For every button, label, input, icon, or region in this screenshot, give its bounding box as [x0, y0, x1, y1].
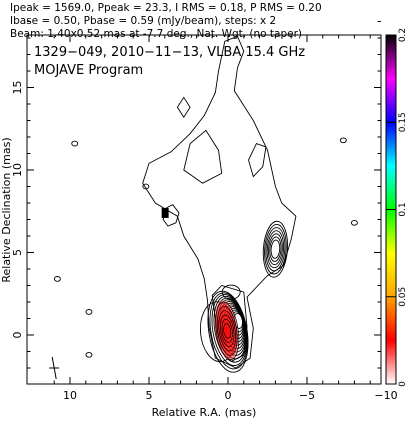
x-tick-label: 0 — [225, 389, 232, 402]
colorbar-tick-label: 0 — [398, 381, 408, 387]
knot-contour — [262, 220, 288, 278]
core-inner-contour — [223, 323, 232, 339]
core-inner-contour — [221, 318, 233, 343]
colorbar-tick-label: 0.1 — [398, 202, 408, 216]
knot-contour — [266, 230, 285, 269]
polarization-fill — [214, 300, 240, 360]
y-axis-label: Relative Declination (mas) — [0, 137, 13, 282]
jet-upper-knot — [176, 96, 191, 119]
header-line-2: Ibase = 0.50, Pbase = 0.59 (mJy/beam), s… — [10, 15, 276, 27]
x-tick-label: 10 — [63, 389, 77, 402]
noise-contour — [85, 309, 93, 315]
axis-ticks: 10 5 0 −5 −10 0 5 10 15 — [11, 21, 398, 402]
jet-mid-contour — [183, 129, 223, 184]
x-tick-label: −10 — [374, 389, 397, 402]
noise-contour — [53, 276, 61, 282]
noise-contour — [350, 219, 358, 226]
chart-subtitle: MOJAVE Program — [34, 63, 143, 78]
y-tick-label: 0 — [11, 332, 24, 339]
knot-contour — [264, 223, 287, 275]
x-tick-label: 5 — [146, 389, 153, 402]
header-line-1: Ipeak = 1569.0, Ppeak = 23.3, I RMS = 0.… — [10, 2, 322, 14]
noise-contour — [339, 137, 347, 144]
chart-title: 1329−049, 2010−11−13, VLBA 15.4 GHz — [34, 45, 305, 60]
noise-contour — [142, 183, 150, 190]
core-inner-contour — [220, 314, 235, 348]
bright-spot — [161, 207, 169, 218]
knot-contour — [270, 239, 281, 259]
knot-contour — [265, 227, 286, 272]
colorbar-tick-label: 0.05 — [398, 287, 408, 307]
knot-contour — [268, 233, 283, 266]
contour-lines — [49, 35, 358, 380]
bright-spot-contour — [162, 204, 180, 227]
noise-contour — [85, 351, 93, 358]
plot-frame — [26, 34, 382, 385]
header-line-3: Beam: 1.40x0.52 mas at -7.7 deg., Nat. W… — [10, 28, 302, 40]
jet-right-contour — [248, 143, 267, 178]
x-axis-label: Relative R.A. (mas) — [152, 406, 257, 419]
knot-contour — [269, 236, 282, 262]
colorbar: 0 0.05 0.1 0.15 0.2 — [385, 28, 408, 387]
jet-inner-contour — [221, 284, 241, 300]
y-tick-label: 5 — [11, 249, 24, 256]
outer-jet-contour — [142, 35, 297, 369]
y-tick-label: 10 — [11, 163, 24, 177]
core-inner-contour — [216, 306, 238, 356]
colorbar-tick-label: 0.15 — [398, 112, 408, 132]
noise-contour — [71, 140, 79, 147]
core-inner-contour — [215, 301, 240, 360]
x-tick-label: −5 — [299, 389, 315, 402]
core-inner-contour — [218, 310, 236, 352]
colorbar-tick-label: 0.2 — [398, 28, 408, 42]
y-tick-label: 15 — [11, 81, 24, 95]
